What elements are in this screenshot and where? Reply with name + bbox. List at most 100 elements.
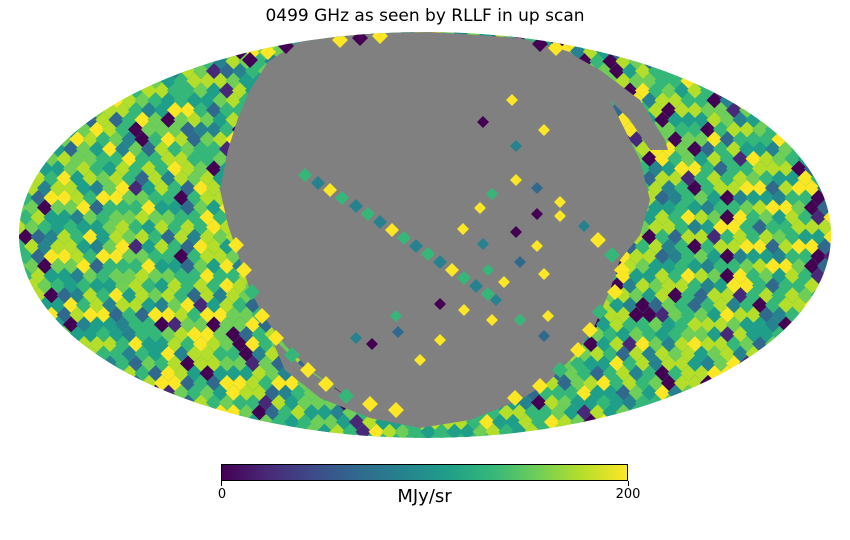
sky-pixel	[699, 101, 717, 119]
sky-pixel	[127, 160, 145, 177]
sky-pixel	[140, 179, 158, 197]
masked-pixel	[538, 268, 550, 280]
sky-pixel	[706, 267, 723, 284]
sky-pixel	[784, 189, 801, 206]
sky-pixel	[784, 150, 801, 167]
sky-pixel	[758, 170, 775, 187]
sky-pixel	[693, 131, 710, 148]
sky-pixel	[166, 140, 184, 158]
sky-pixel	[212, 131, 229, 148]
sky-pixel	[719, 170, 736, 187]
sky-pixel	[394, 423, 411, 438]
sky-pixel	[667, 267, 684, 284]
sky-pixel	[673, 199, 691, 216]
sky-pixel	[732, 248, 749, 265]
sky-pixel	[693, 365, 710, 382]
sky-pixel	[173, 287, 190, 304]
sky-pixel	[212, 267, 229, 284]
sky-pixel	[134, 345, 151, 362]
sky-pixel	[725, 257, 743, 275]
sky-pixel	[647, 296, 665, 314]
sky-pixel	[160, 267, 177, 284]
sky-pixel	[173, 92, 190, 109]
sky-pixel	[108, 131, 125, 148]
sky-pixel	[56, 267, 73, 284]
sky-pixel	[504, 413, 522, 431]
sky-pixel	[62, 199, 80, 216]
sky-pixel	[784, 306, 801, 323]
sky-pixel	[719, 287, 736, 304]
sky-pixel	[192, 277, 210, 294]
sky-pixel	[725, 140, 743, 158]
sky-pixel	[797, 287, 814, 304]
sky-pixel	[49, 257, 67, 275]
sky-pixel	[160, 170, 177, 187]
sky-pixel	[114, 218, 132, 236]
masked-pixel	[477, 116, 489, 128]
sky-pixel	[634, 355, 652, 372]
sky-pixel	[712, 140, 730, 158]
sky-pixel	[608, 101, 626, 119]
sky-pixel	[686, 82, 704, 99]
sky-pixel	[121, 228, 138, 245]
sky-pixel	[615, 384, 632, 401]
sky-pixel	[101, 238, 119, 255]
sky-pixel	[641, 209, 658, 226]
sky-pixel	[173, 131, 190, 148]
sky-pixel	[179, 257, 197, 275]
masked-pixel	[350, 332, 362, 344]
sky-pixel	[576, 365, 593, 382]
sky-pixel	[134, 170, 151, 187]
sky-pixel	[810, 189, 827, 206]
sky-pixel	[108, 111, 125, 128]
sky-pixel	[277, 404, 294, 421]
sky-pixel	[673, 296, 691, 314]
sky-pixel	[582, 394, 600, 411]
sky-pixel	[641, 326, 658, 343]
sky-pixel	[69, 248, 86, 265]
sky-pixel	[121, 267, 138, 284]
sky-pixel	[595, 394, 613, 411]
sky-pixel	[719, 306, 736, 323]
masked-arc-right	[520, 40, 668, 150]
sky-pixel	[602, 326, 619, 343]
sky-pixel	[160, 228, 177, 245]
sky-pixel	[108, 287, 125, 304]
sky-pixel	[641, 248, 658, 265]
sky-pixel	[693, 306, 710, 323]
sky-pixel	[49, 160, 67, 177]
sky-pixel	[173, 267, 190, 284]
sky-pixel	[95, 326, 112, 343]
edge-band-pixel	[242, 52, 258, 68]
masked-pixel	[554, 196, 566, 208]
sky-pixel	[238, 384, 255, 401]
sky-pixel	[647, 316, 665, 333]
masked-pixel	[482, 264, 494, 276]
sky-pixel	[621, 394, 639, 411]
sky-pixel	[582, 335, 600, 353]
sky-pixel	[667, 72, 684, 89]
sky-pixel	[296, 394, 314, 411]
sky-pixel	[49, 296, 67, 314]
sky-pixel	[784, 287, 801, 304]
masked-arc-bottom	[270, 335, 545, 428]
sky-pixel	[647, 238, 665, 255]
sky-pixel	[179, 82, 197, 99]
sky-pixel	[654, 306, 671, 323]
sky-pixel	[764, 277, 782, 294]
sky-pixel	[218, 316, 236, 333]
sky-pixel	[140, 140, 158, 158]
sky-pixel	[19, 238, 28, 255]
sky-pixel	[147, 170, 164, 187]
sky-pixel	[595, 62, 613, 80]
sky-pixel	[199, 131, 216, 148]
sky-pixel	[153, 82, 171, 99]
sky-pixel	[88, 121, 106, 138]
sky-pixel	[667, 111, 684, 128]
sky-pixel	[680, 209, 697, 226]
sky-pixel	[160, 365, 177, 382]
sky-pixel	[543, 394, 561, 411]
masked-pixel	[457, 223, 469, 235]
sky-pixel	[56, 248, 73, 265]
sky-pixel	[771, 150, 788, 167]
